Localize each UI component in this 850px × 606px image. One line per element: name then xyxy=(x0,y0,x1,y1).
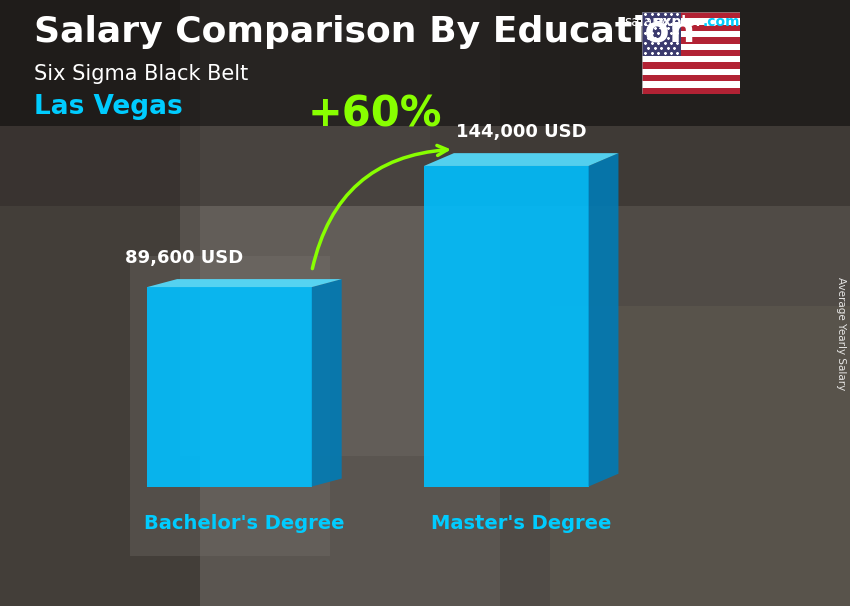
Bar xyxy=(180,0,430,456)
Bar xyxy=(642,25,740,31)
Bar xyxy=(642,88,740,94)
Bar xyxy=(642,68,740,75)
Bar xyxy=(642,62,740,68)
Text: Six Sigma Black Belt: Six Sigma Black Belt xyxy=(34,64,248,84)
Bar xyxy=(642,44,740,50)
Text: salary: salary xyxy=(625,15,667,29)
Bar xyxy=(0,0,850,206)
Bar xyxy=(642,12,740,18)
Bar xyxy=(550,306,850,606)
Text: Average Yearly Salary: Average Yearly Salary xyxy=(836,277,846,390)
Bar xyxy=(642,50,740,56)
Bar xyxy=(642,81,740,88)
Text: Bachelor's Degree: Bachelor's Degree xyxy=(144,514,345,533)
Text: .com: .com xyxy=(703,15,740,29)
Polygon shape xyxy=(424,153,619,166)
Text: 89,600 USD: 89,600 USD xyxy=(126,250,244,267)
Bar xyxy=(500,0,850,606)
Bar xyxy=(130,256,330,556)
Bar xyxy=(0,0,850,126)
Polygon shape xyxy=(424,166,588,487)
Text: Salary Comparison By Education: Salary Comparison By Education xyxy=(34,15,695,49)
Polygon shape xyxy=(588,153,619,487)
Text: explorer: explorer xyxy=(654,15,719,29)
Bar xyxy=(642,56,740,62)
Text: Master's Degree: Master's Degree xyxy=(431,514,611,533)
Text: Las Vegas: Las Vegas xyxy=(34,94,183,120)
Bar xyxy=(642,18,740,25)
Text: 144,000 USD: 144,000 USD xyxy=(456,124,586,141)
Bar xyxy=(642,75,740,81)
Polygon shape xyxy=(147,287,312,487)
Bar xyxy=(0,0,200,606)
Polygon shape xyxy=(147,279,342,287)
Text: +60%: +60% xyxy=(308,93,443,135)
Bar xyxy=(642,31,740,38)
Polygon shape xyxy=(312,279,342,487)
Bar xyxy=(642,38,740,44)
Bar xyxy=(642,12,681,56)
